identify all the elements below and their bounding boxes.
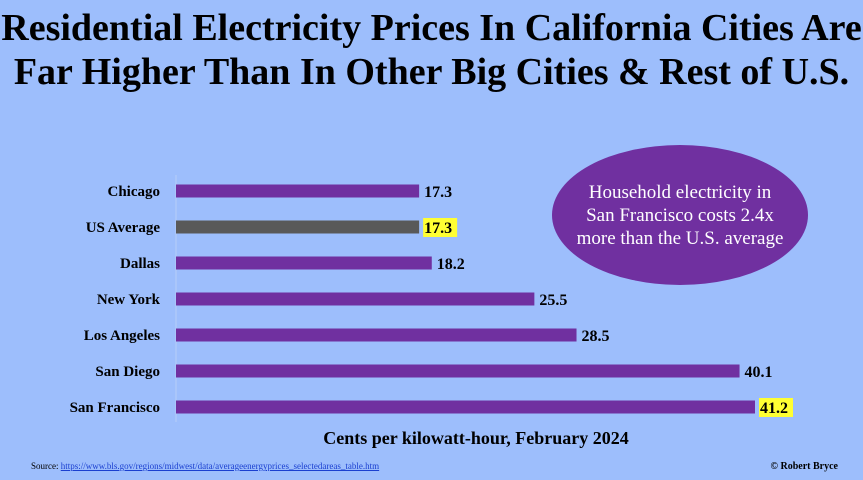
category-label: San Diego bbox=[95, 364, 160, 380]
value-highlight bbox=[423, 218, 458, 237]
callout-annotation: Household electricity in San Francisco c… bbox=[552, 145, 808, 285]
category-label: New York bbox=[97, 292, 161, 308]
bar bbox=[176, 400, 755, 414]
callout-text: Household electricity in San Francisco c… bbox=[576, 181, 784, 249]
value-label: 25.5 bbox=[539, 292, 567, 309]
category-label: Los Angeles bbox=[84, 328, 160, 344]
bar bbox=[176, 328, 577, 342]
value-label: 40.1 bbox=[745, 364, 773, 381]
chart-title: Residential Electricity Prices In Califo… bbox=[1, 7, 862, 93]
bar bbox=[176, 184, 420, 198]
bar bbox=[176, 256, 432, 270]
x-axis-label: Cents per kilowatt-hour, February 2024 bbox=[323, 428, 629, 448]
value-label: 17.3 bbox=[424, 220, 452, 237]
credit: © Robert Bryce bbox=[770, 461, 838, 472]
category-label: Dallas bbox=[120, 256, 160, 272]
value-label: 17.3 bbox=[424, 184, 452, 201]
value-highlight bbox=[759, 398, 793, 417]
category-label: San Francisco bbox=[70, 400, 160, 416]
bar bbox=[176, 292, 535, 306]
value-label: 41.2 bbox=[760, 400, 788, 417]
source-link[interactable]: https://www.bls.gov/regions/midwest/data… bbox=[60, 461, 380, 471]
value-label: 18.2 bbox=[437, 256, 465, 273]
value-label: 28.5 bbox=[582, 328, 610, 345]
source-label: Source: bbox=[31, 461, 59, 471]
bar bbox=[176, 364, 740, 378]
source-note: Source: https://www.bls.gov/regions/midw… bbox=[31, 461, 379, 471]
category-label: Chicago bbox=[108, 184, 161, 200]
category-label: US Average bbox=[86, 220, 161, 236]
bar bbox=[176, 220, 420, 234]
